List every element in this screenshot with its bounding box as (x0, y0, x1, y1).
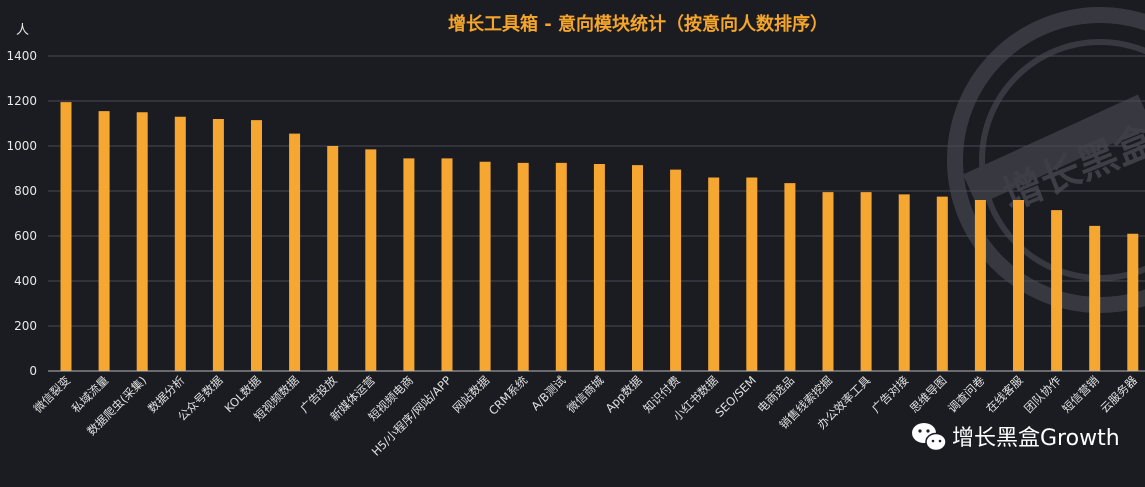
bar-20 (784, 183, 796, 371)
y-tick-label: 400 (14, 274, 37, 288)
x-tick-label: CRM系统 (486, 373, 531, 418)
bar-9 (365, 149, 377, 371)
bar-16 (632, 165, 643, 371)
bar-7 (289, 133, 301, 371)
y-tick-label: 1200 (6, 94, 37, 108)
bar-8 (327, 146, 339, 371)
bar-26 (1013, 200, 1024, 371)
bar-25 (974, 200, 986, 371)
bar-22 (860, 192, 872, 371)
x-tick-label: 广告对接 (869, 373, 912, 416)
x-tick-label: 在线客服 (983, 373, 1026, 416)
y-axis-ticks: 0 200 400 600 800 1000 1200 1400 (6, 49, 37, 378)
x-tick-label: 短信营销 (1059, 373, 1101, 415)
bar-5 (212, 119, 224, 371)
watermark-text: 增长黑盒Growth (952, 426, 1120, 451)
bar-14 (555, 162, 567, 371)
bar-3 (136, 112, 148, 371)
x-tick-label: A/B测试 (528, 373, 568, 413)
bar-27 (1051, 210, 1063, 371)
bar-15 (593, 164, 605, 371)
bar-2 (98, 111, 110, 371)
y-tick-label: 0 (29, 364, 37, 378)
bar-13 (517, 162, 529, 371)
bar-11 (441, 158, 453, 371)
x-tick-label: SEO/SEM (712, 373, 759, 420)
bar-18 (708, 177, 720, 371)
x-tick-label: 微信商城 (564, 373, 607, 416)
bars (60, 102, 1139, 371)
x-tick-label: 团队协作 (1021, 373, 1064, 416)
bar-1 (60, 102, 72, 371)
y-tick-label: 600 (14, 229, 37, 243)
wechat-icon (912, 423, 947, 452)
y-tick-label: 800 (14, 184, 37, 198)
bar-4 (174, 116, 186, 371)
bar-21 (822, 192, 834, 371)
y-tick-label: 200 (14, 319, 37, 333)
x-tick-label: 云服务器 (1097, 373, 1140, 416)
bar-19 (746, 177, 758, 371)
bar-12 (479, 161, 491, 371)
bar-29 (1127, 233, 1139, 371)
chart-title: 增长工具箱 - 意向模块统计（按意向人数排序） (448, 13, 828, 35)
bar-17 (670, 169, 682, 371)
x-tick-label: 思维导图 (907, 373, 949, 415)
bar-28 (1089, 225, 1101, 371)
y-tick-label: 1000 (6, 139, 37, 153)
bar-6 (251, 120, 262, 371)
y-axis-unit-label: 人 (16, 23, 29, 38)
x-tick-label: 微信裂变 (31, 373, 73, 415)
y-tick-label: 1400 (6, 49, 37, 63)
x-tick-label: App数据 (603, 373, 645, 415)
bar-23 (898, 194, 910, 371)
bar-24 (936, 196, 948, 371)
bar-10 (403, 158, 415, 371)
x-tick-label: 调查问卷 (945, 373, 988, 416)
